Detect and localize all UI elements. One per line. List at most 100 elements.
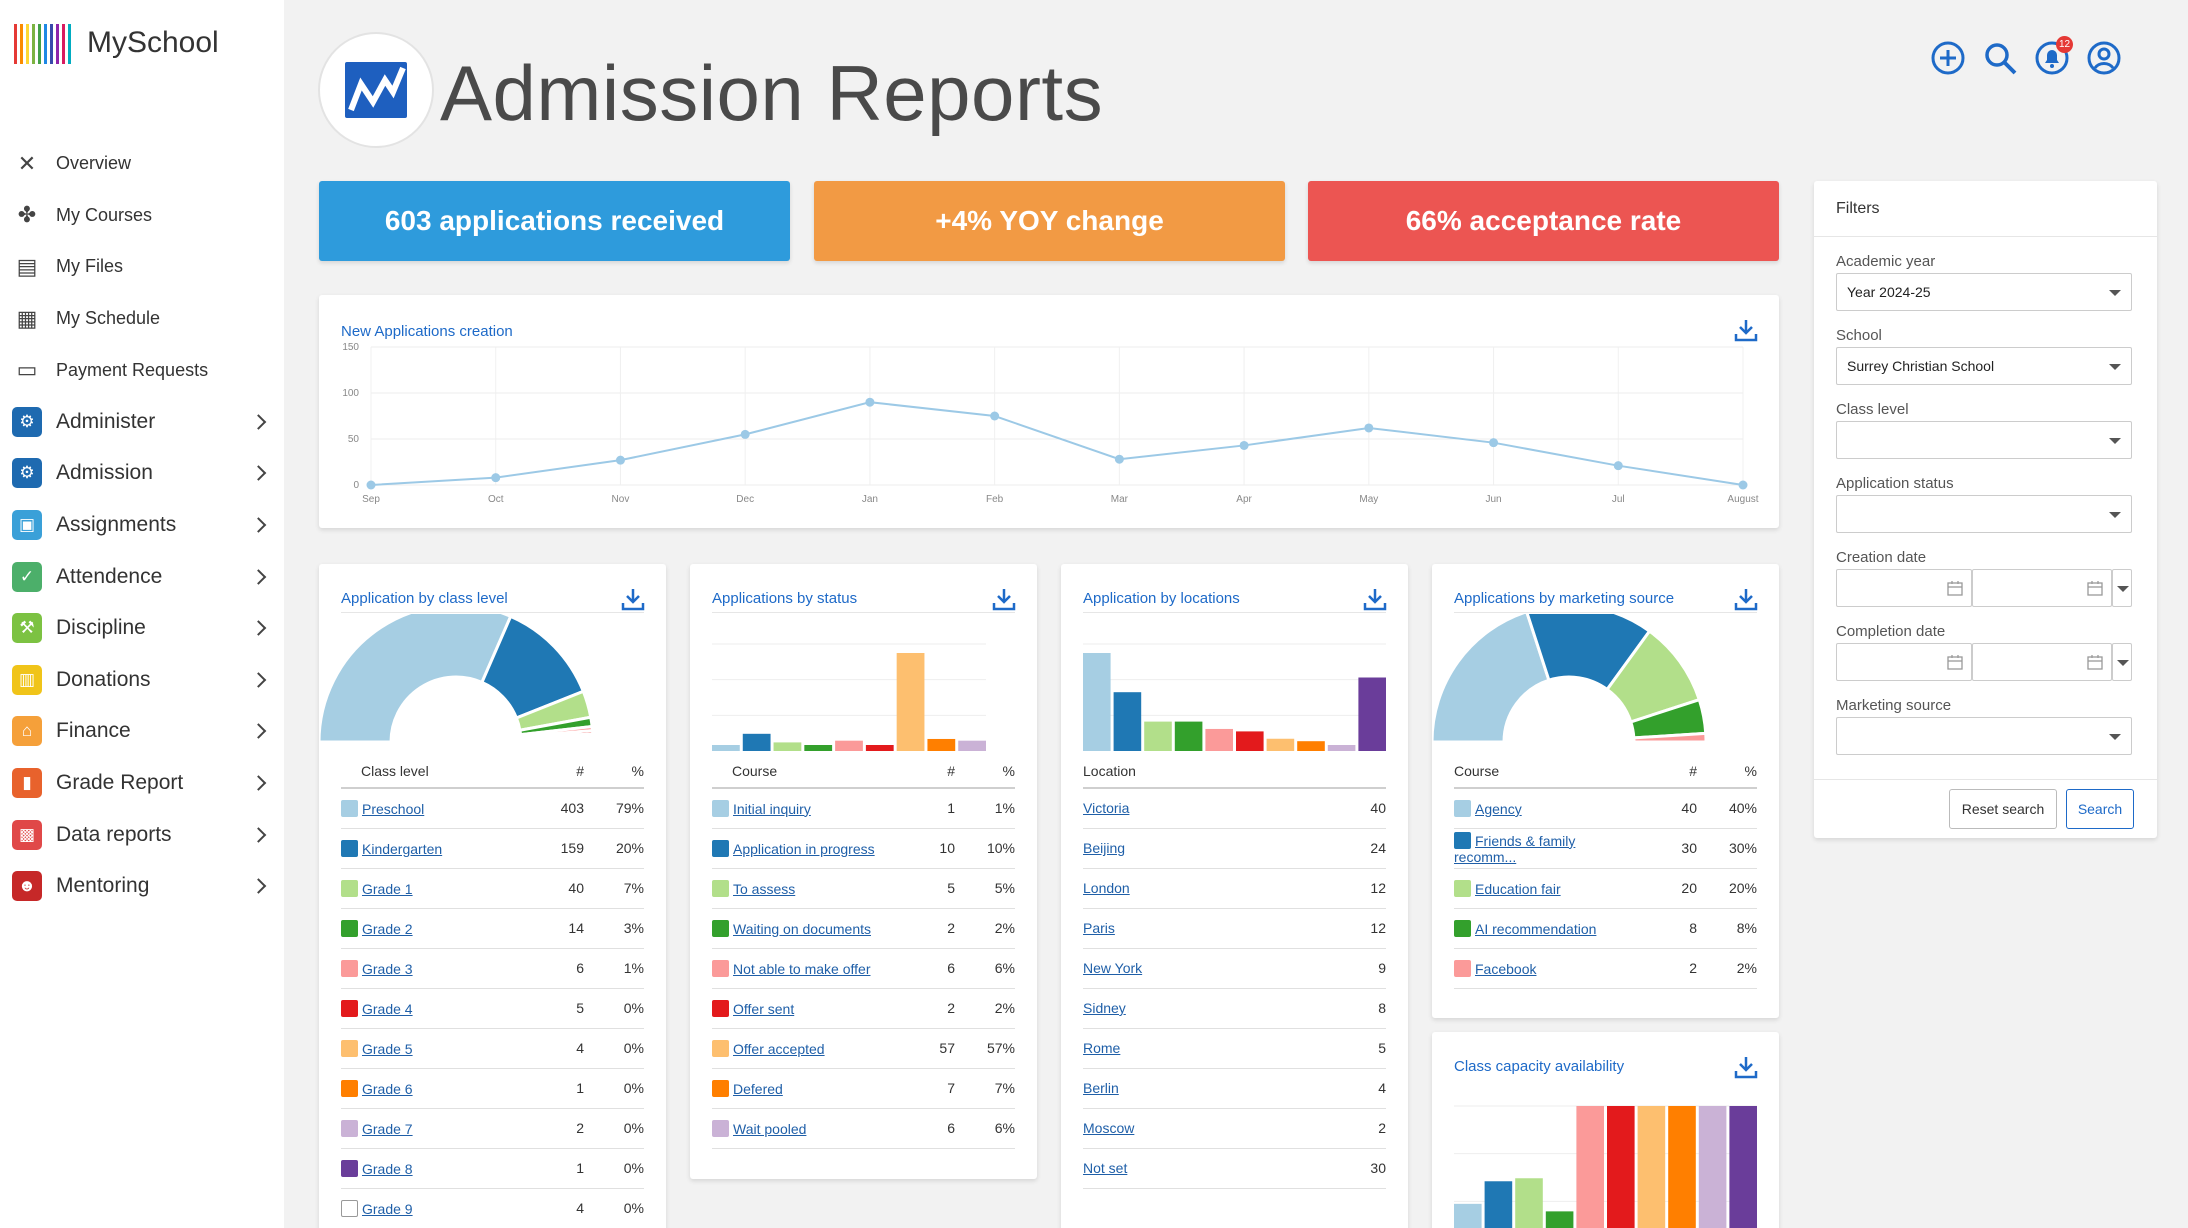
row-link[interactable]: Grade 7 — [362, 1120, 413, 1137]
bar[interactable] — [958, 740, 986, 751]
bar[interactable] — [1358, 677, 1386, 752]
row-link[interactable]: Grade 1 — [362, 880, 413, 897]
completion-date-dropdown[interactable] — [2112, 643, 2132, 681]
school-select[interactable]: Surrey Christian School — [1836, 347, 2132, 385]
bar[interactable] — [1297, 741, 1325, 751]
row-link[interactable]: Grade 9 — [362, 1200, 413, 1217]
row-link[interactable]: Victoria — [1083, 800, 1130, 817]
bar[interactable] — [1083, 653, 1111, 751]
data-point[interactable] — [865, 397, 875, 407]
bar[interactable] — [804, 745, 833, 751]
creation-date-to[interactable] — [1972, 569, 2112, 607]
bar[interactable] — [865, 745, 894, 751]
row-link[interactable]: Grade 3 — [362, 960, 413, 977]
data-point[interactable] — [990, 411, 1000, 421]
bar[interactable] — [927, 738, 956, 751]
chevron-right-icon[interactable] — [250, 465, 267, 482]
row-link[interactable]: Wait pooled — [733, 1120, 807, 1137]
row-link[interactable]: Preschool — [362, 800, 425, 817]
row-link[interactable]: Grade 4 — [362, 1000, 413, 1017]
row-link[interactable]: Waiting on documents — [733, 920, 871, 937]
bar[interactable] — [1698, 1106, 1727, 1228]
row-link[interactable]: Sidney — [1083, 1000, 1126, 1016]
bar[interactable] — [1484, 1181, 1513, 1228]
download-icon[interactable] — [1362, 586, 1388, 612]
sidebar-item-data-reports[interactable]: ▩ Data reports — [0, 809, 284, 861]
donut-slice[interactable] — [519, 737, 595, 744]
creation-date-dropdown[interactable] — [2112, 569, 2132, 607]
bar[interactable] — [1174, 721, 1203, 751]
bar[interactable] — [742, 733, 771, 751]
sidebar-item-grade-report[interactable]: ▮ Grade Report — [0, 757, 284, 809]
download-icon[interactable] — [620, 586, 646, 612]
sidebar-item-assignments[interactable]: ▣ Assignments — [0, 499, 284, 551]
row-link[interactable]: Not able to make offer — [733, 960, 871, 977]
bar[interactable] — [896, 653, 925, 751]
row-link[interactable]: Agency — [1475, 800, 1522, 817]
bar[interactable] — [1454, 1203, 1482, 1228]
bar[interactable] — [1144, 721, 1172, 751]
row-link[interactable]: Grade 2 — [362, 920, 413, 937]
row-link[interactable]: Not set — [1083, 1160, 1128, 1176]
row-link[interactable]: Friends & family recomm... — [1454, 832, 1576, 865]
row-link[interactable]: Facebook — [1475, 960, 1537, 977]
chevron-right-icon[interactable] — [250, 620, 267, 636]
data-point[interactable] — [1364, 423, 1374, 433]
row-link[interactable]: Grade 5 — [362, 1040, 413, 1057]
bar[interactable] — [712, 745, 740, 751]
marketing-source-select[interactable] — [1836, 717, 2132, 755]
academic-year-select[interactable]: Year 2024-25 — [1836, 273, 2132, 311]
search-icon[interactable] — [1982, 40, 2018, 76]
row-link[interactable]: Offer accepted — [733, 1040, 825, 1057]
download-icon[interactable] — [1733, 586, 1759, 612]
row-link[interactable]: London — [1083, 880, 1130, 896]
chevron-right-icon[interactable] — [250, 413, 267, 430]
completion-date-from[interactable] — [1836, 643, 1972, 681]
row-link[interactable]: AI recommendation — [1475, 920, 1597, 937]
sidebar-item-admission[interactable]: ⚙ Admission — [0, 448, 284, 500]
row-link[interactable]: Grade 8 — [362, 1160, 413, 1177]
row-link[interactable]: Defered — [733, 1080, 783, 1097]
donut-slice[interactable] — [319, 614, 513, 744]
row-link[interactable]: Beijing — [1083, 840, 1126, 856]
bar[interactable] — [1205, 728, 1233, 751]
chevron-right-icon[interactable] — [250, 878, 267, 894]
chevron-right-icon[interactable] — [250, 775, 267, 791]
sidebar-item-overview[interactable]: ✕ Overview — [0, 138, 284, 190]
data-point[interactable] — [1613, 461, 1623, 471]
bar[interactable] — [1607, 1106, 1635, 1228]
bar[interactable] — [1113, 692, 1142, 751]
chevron-right-icon[interactable] — [250, 671, 267, 688]
row-link[interactable]: Grade 6 — [362, 1080, 413, 1097]
row-link[interactable]: Education fair — [1475, 880, 1561, 897]
data-point[interactable] — [615, 455, 625, 465]
sidebar-item-payment-requests[interactable]: ▭ Payment Requests — [0, 344, 284, 396]
row-link[interactable]: Application in progress — [733, 840, 875, 857]
brand[interactable]: MySchool — [14, 22, 219, 64]
row-link[interactable]: Initial inquiry — [733, 800, 811, 817]
data-point[interactable] — [1738, 480, 1748, 490]
bar[interactable] — [1327, 745, 1356, 751]
bar[interactable] — [1729, 1106, 1757, 1228]
bar[interactable] — [1266, 738, 1295, 751]
row-link[interactable]: Berlin — [1083, 1080, 1119, 1096]
data-point[interactable] — [366, 480, 376, 490]
chevron-right-icon[interactable] — [250, 517, 267, 533]
add-circle-icon[interactable] — [1930, 40, 1966, 76]
creation-date-from[interactable] — [1836, 569, 1972, 607]
user-profile-icon[interactable] — [2086, 40, 2122, 76]
row-link[interactable]: Kindergarten — [362, 840, 443, 857]
sidebar-item-attendence[interactable]: ✓ Attendence — [0, 551, 284, 603]
row-link[interactable]: Moscow — [1083, 1120, 1135, 1136]
bar[interactable] — [1236, 731, 1264, 751]
sidebar-item-my-files[interactable]: ▤ My Files — [0, 241, 284, 293]
chevron-right-icon[interactable] — [250, 826, 267, 843]
data-point[interactable] — [1114, 454, 1124, 464]
data-point[interactable] — [1239, 440, 1249, 450]
sidebar-item-donations[interactable]: ▥ Donations — [0, 654, 284, 706]
class-level-select[interactable] — [1836, 421, 2132, 459]
donut-slice[interactable] — [1432, 614, 1551, 744]
row-link[interactable]: Paris — [1083, 920, 1115, 936]
sidebar-item-mentoring[interactable]: ☻ Mentoring — [0, 860, 284, 912]
bar[interactable] — [1637, 1106, 1666, 1228]
